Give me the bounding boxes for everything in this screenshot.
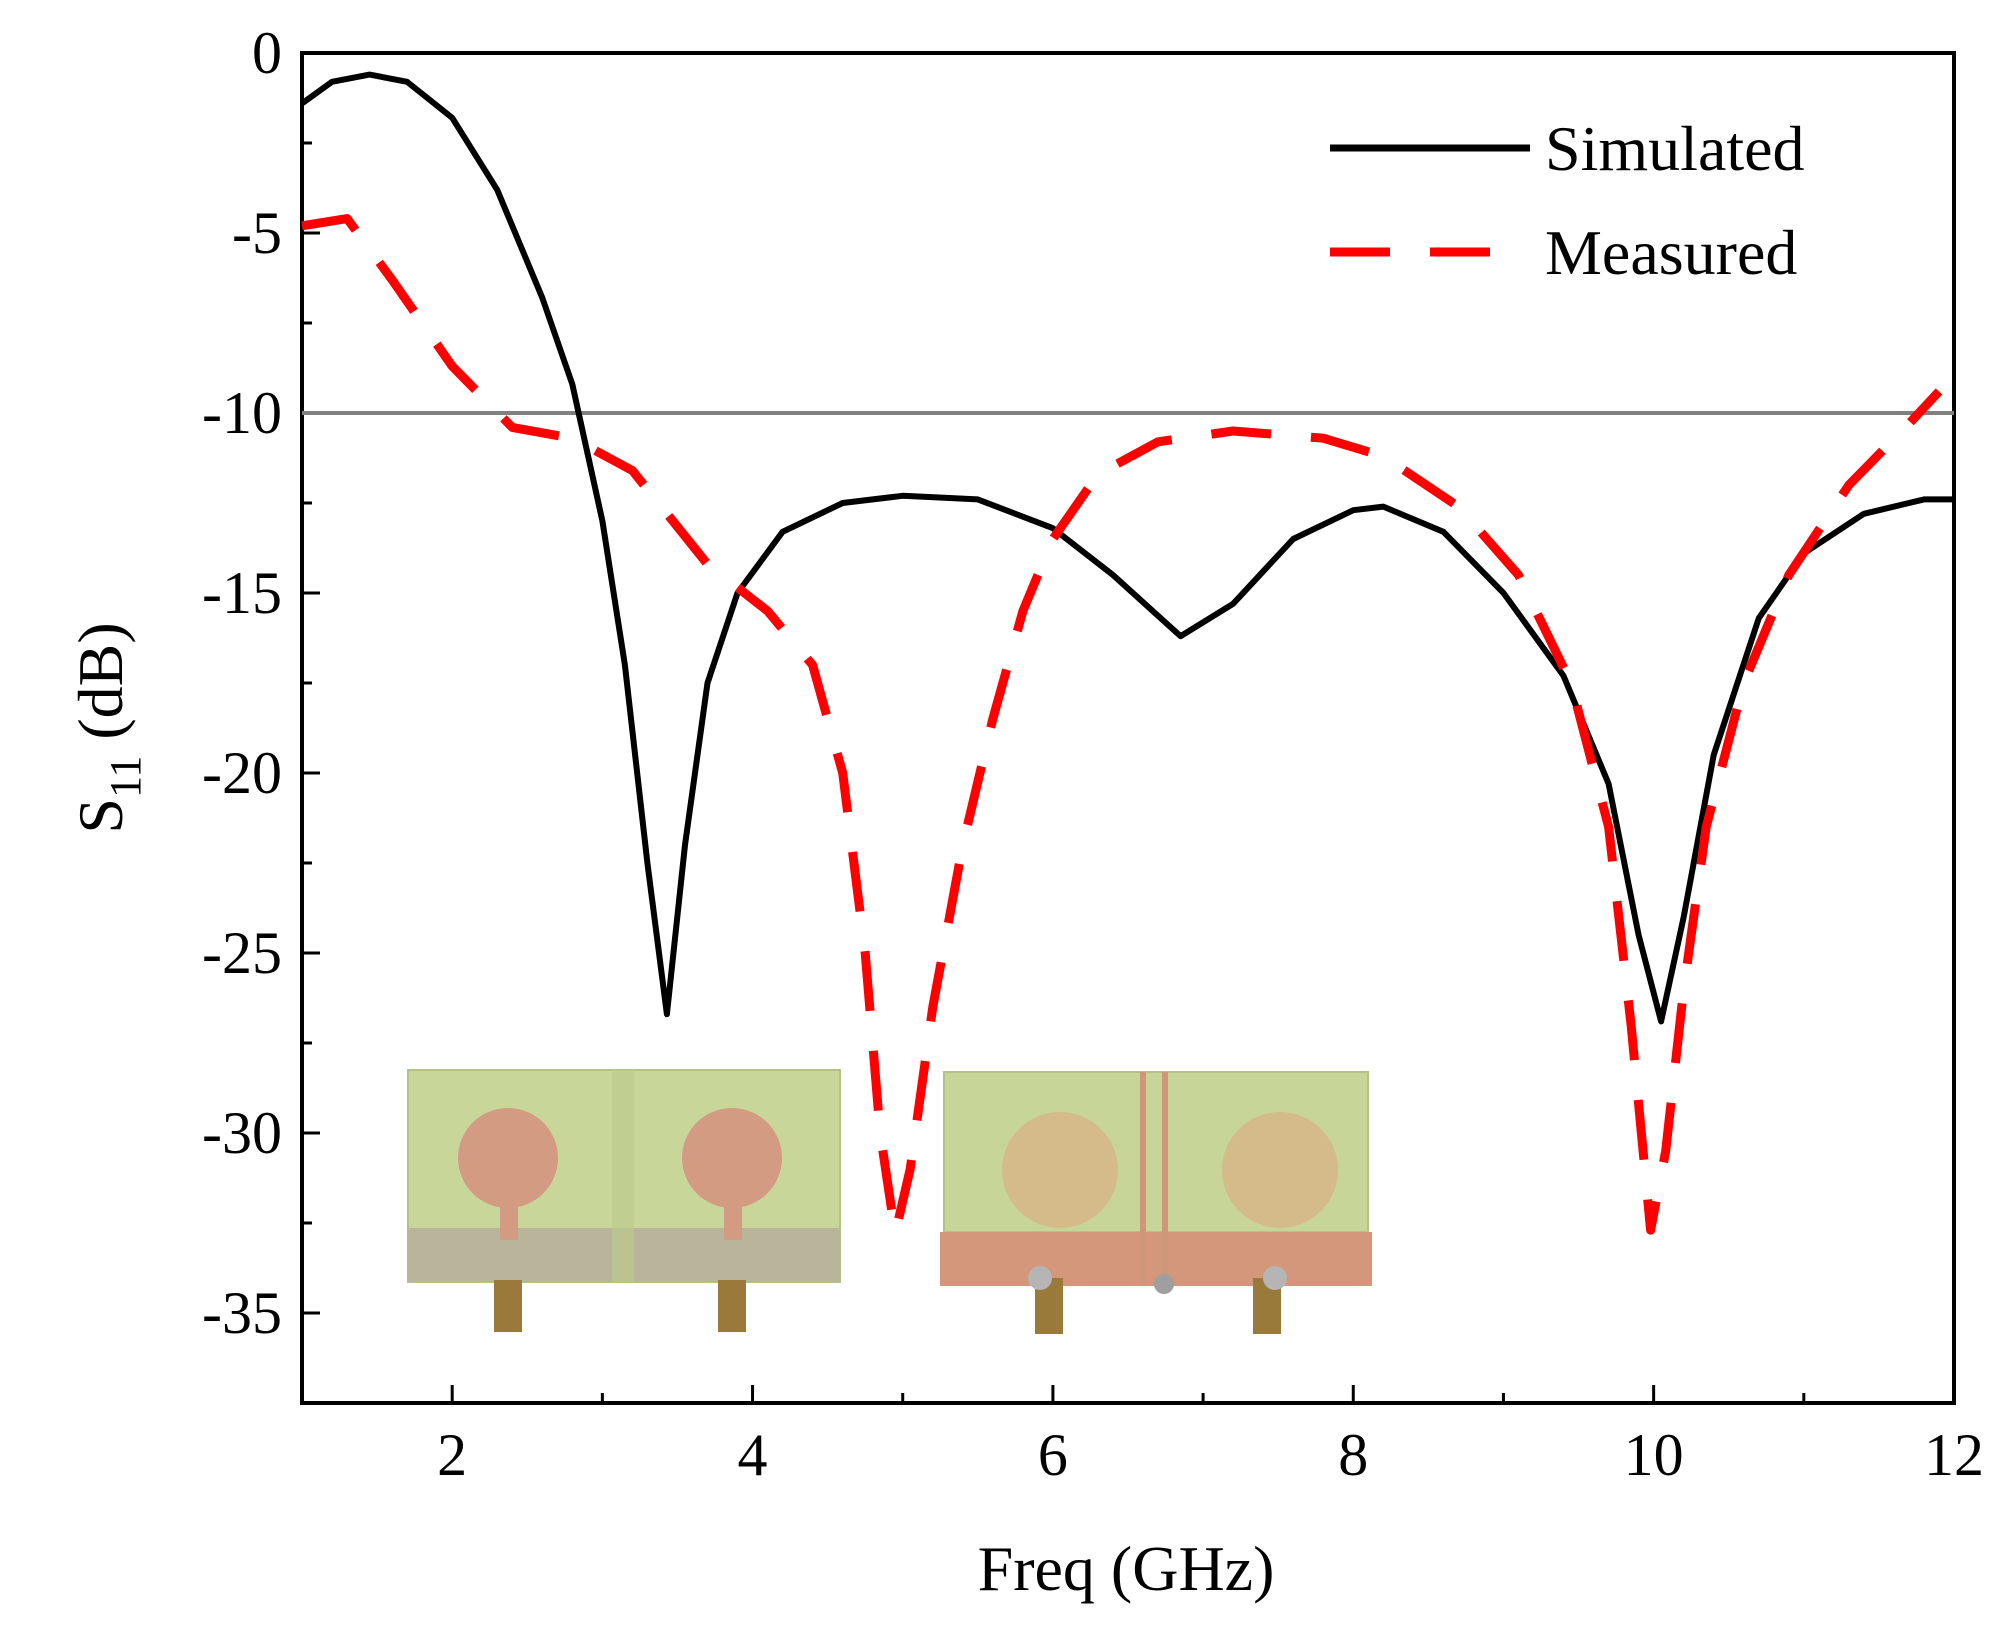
y-tick-label: -10 — [202, 380, 282, 446]
y-axis-title-main: S — [65, 798, 136, 834]
y-axis-title: S11 (dB) — [65, 622, 150, 833]
y-tick-label: -20 — [202, 740, 282, 806]
inset-photo-front — [407, 1069, 841, 1332]
y-axis-title-unit: (dB) — [65, 622, 136, 755]
y-tick-label: 0 — [252, 20, 282, 86]
y-tick-label: -15 — [202, 560, 282, 626]
x-tick-label: 6 — [1038, 1422, 1068, 1488]
y-axis-title-subscript: 11 — [101, 756, 150, 798]
x-axis-ticks: 2 4 6 8 10 12 — [300, 1385, 1984, 1488]
series-measured-line — [301, 214, 1943, 1239]
y-tick-label: -5 — [232, 200, 282, 266]
x-tick-label: 8 — [1338, 1422, 1368, 1488]
legend-label-measured: Measured — [1545, 217, 1797, 288]
series-layer — [300, 71, 1954, 1239]
plot-frame — [300, 51, 1956, 1405]
x-tick-label: 4 — [738, 1422, 768, 1488]
x-tick-label: 10 — [1624, 1422, 1684, 1488]
y-tick-label: -25 — [202, 920, 282, 986]
inset-photo-back — [940, 1071, 1372, 1334]
y-tick-label: -30 — [202, 1100, 282, 1166]
x-axis-title: Freq (GHz) — [978, 1533, 1275, 1604]
x-tick-label: 2 — [437, 1422, 467, 1488]
series-simulated-line — [300, 71, 1954, 1025]
legend-label-simulated: Simulated — [1545, 113, 1805, 184]
x-tick-label: 12 — [1924, 1422, 1984, 1488]
y-tick-label: -35 — [202, 1280, 282, 1346]
y-axis-ticks: 0 -5 -10 -15 -20 -25 -30 -35 — [202, 20, 320, 1405]
legend: Simulated Measured — [1330, 113, 1805, 288]
